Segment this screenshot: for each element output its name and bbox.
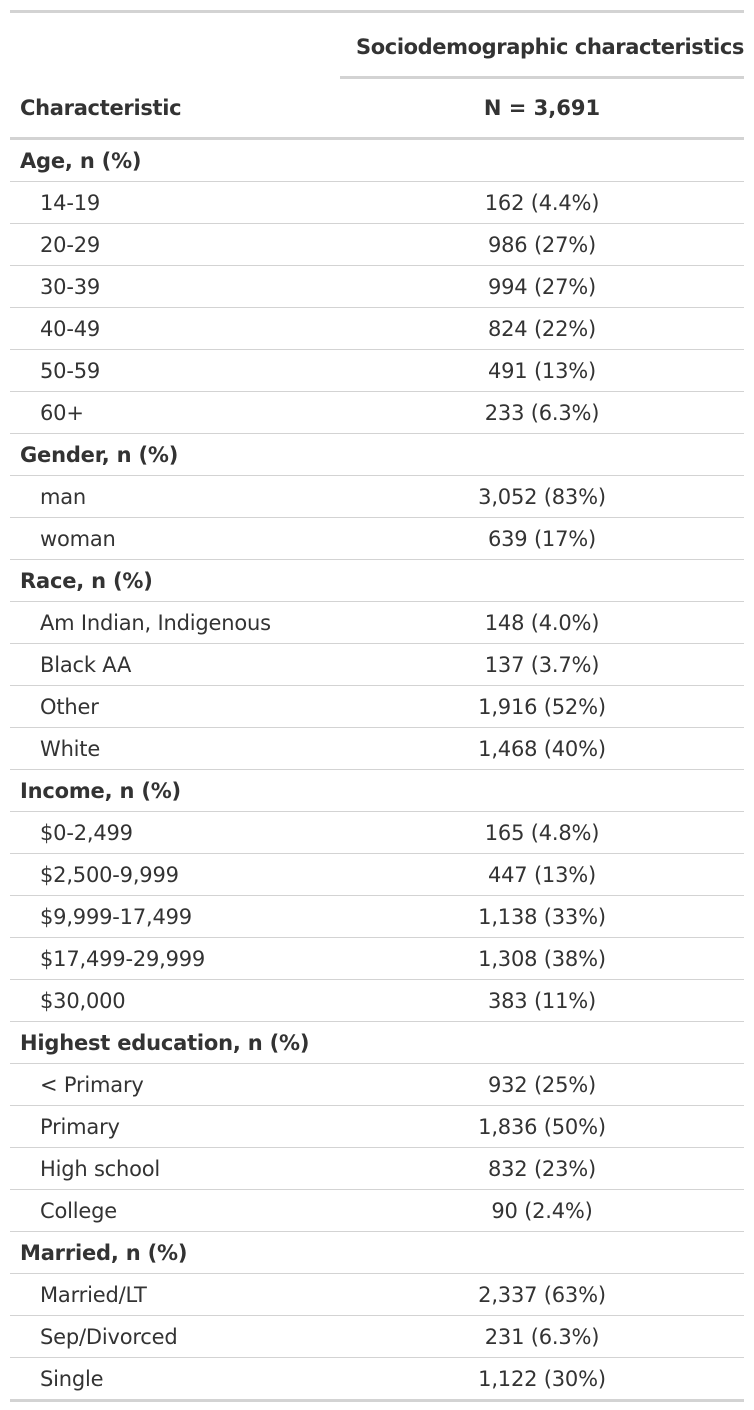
row-value: 1,122 (30%) <box>478 1366 606 1391</box>
row-label: College <box>40 1198 117 1223</box>
row-value: 1,468 (40%) <box>478 736 606 761</box>
row-value: 832 (23%) <box>487 1156 597 1181</box>
group-label: Gender, n (%) <box>20 442 179 467</box>
table-group-row: Married, n (%) <box>10 1232 744 1274</box>
table-row: man 3,052 (83%) <box>10 476 744 518</box>
table-row: $30,000 383 (11%) <box>10 980 744 1022</box>
summary-table: Sociodemographic characteristics Charact… <box>10 10 744 1402</box>
table-row: 40-49 824 (22%) <box>10 308 744 350</box>
table-bottom-rule <box>10 1399 744 1402</box>
table-row: Single 1,122 (30%) <box>10 1358 744 1400</box>
row-label: Sep/Divorced <box>40 1324 178 1349</box>
row-label: High school <box>40 1156 161 1181</box>
row-value: 986 (27%) <box>487 232 597 257</box>
row-value: 1,308 (38%) <box>478 946 606 971</box>
row-label: Primary <box>40 1114 120 1139</box>
row-label: $2,500-9,999 <box>40 862 179 887</box>
row-value: 162 (4.4%) <box>484 190 600 215</box>
spanner-header: Sociodemographic characteristics <box>356 35 744 59</box>
table-row: 30-39 994 (27%) <box>10 266 744 308</box>
table-row: 14-19 162 (4.4%) <box>10 182 744 224</box>
table-row: Black AA 137 (3.7%) <box>10 644 744 686</box>
table-row: White 1,468 (40%) <box>10 728 744 770</box>
group-label: Married, n (%) <box>20 1240 188 1265</box>
group-label: Highest education, n (%) <box>20 1030 310 1055</box>
table-group-row: Gender, n (%) <box>10 434 744 476</box>
row-label: Other <box>40 694 99 719</box>
characteristic-header: Characteristic <box>20 96 182 120</box>
table-row: Sep/Divorced 231 (6.3%) <box>10 1316 744 1358</box>
row-value: 148 (4.0%) <box>484 610 600 635</box>
table-group-row: Race, n (%) <box>10 560 744 602</box>
row-value: 447 (13%) <box>487 862 597 887</box>
table-body: Age, n (%) 14-19 162 (4.4%) 20-29 986 (27%) 3… <box>10 140 744 1400</box>
table-top-rule <box>10 10 744 13</box>
row-label: 30-39 <box>40 274 101 299</box>
row-label: 50-59 <box>40 358 101 383</box>
row-label: woman <box>40 526 116 551</box>
row-value: 233 (6.3%) <box>484 400 600 425</box>
row-value: 1,836 (50%) <box>478 1114 606 1139</box>
row-value: 824 (22%) <box>487 316 597 341</box>
row-label: Married/LT <box>40 1282 147 1307</box>
row-value: 491 (13%) <box>487 358 597 383</box>
table-group-row: Age, n (%) <box>10 140 744 182</box>
table-row: < Primary 932 (25%) <box>10 1064 744 1106</box>
row-label: Am Indian, Indigenous <box>40 610 271 635</box>
table-row: Married/LT 2,337 (63%) <box>10 1274 744 1316</box>
row-value: 231 (6.3%) <box>484 1324 600 1349</box>
row-value: 3,052 (83%) <box>478 484 606 509</box>
row-label: < Primary <box>40 1072 144 1097</box>
group-label: Income, n (%) <box>20 778 181 803</box>
group-label: Race, n (%) <box>20 568 153 593</box>
table-row: $17,499-29,999 1,308 (38%) <box>10 938 744 980</box>
row-value: 994 (27%) <box>487 274 597 299</box>
spanner-rule <box>340 76 744 79</box>
row-value: 1,138 (33%) <box>478 904 606 929</box>
table-row: Other 1,916 (52%) <box>10 686 744 728</box>
group-label: Age, n (%) <box>20 148 142 173</box>
row-label: 60+ <box>40 400 84 425</box>
table-row: 20-29 986 (27%) <box>10 224 744 266</box>
table-group-row: Income, n (%) <box>10 770 744 812</box>
header-rule <box>10 137 744 140</box>
table-row: High school 832 (23%) <box>10 1148 744 1190</box>
row-label: $9,999-17,499 <box>40 904 192 929</box>
row-value: 1,916 (52%) <box>478 694 606 719</box>
table-row: $9,999-17,499 1,138 (33%) <box>10 896 744 938</box>
table-row: woman 639 (17%) <box>10 518 744 560</box>
table-row: $2,500-9,999 447 (13%) <box>10 854 744 896</box>
table-row: Primary 1,836 (50%) <box>10 1106 744 1148</box>
n-header: N = 3,691 <box>483 96 601 120</box>
row-label: Single <box>40 1366 104 1391</box>
table-row: Am Indian, Indigenous 148 (4.0%) <box>10 602 744 644</box>
table-row: $0-2,499 165 (4.8%) <box>10 812 744 854</box>
row-label: 40-49 <box>40 316 101 341</box>
row-label: 20-29 <box>40 232 101 257</box>
row-value: 2,337 (63%) <box>478 1282 606 1307</box>
row-label: White <box>40 736 101 761</box>
table-row: 50-59 491 (13%) <box>10 350 744 392</box>
row-label: 14-19 <box>40 190 101 215</box>
table-row: College 90 (2.4%) <box>10 1190 744 1232</box>
table-group-row: Highest education, n (%) <box>10 1022 744 1064</box>
column-header-row: Characteristic N = 3,691 <box>10 79 744 137</box>
row-label: $17,499-29,999 <box>40 946 206 971</box>
row-label: $30,000 <box>40 988 126 1013</box>
row-label: Black AA <box>40 652 132 677</box>
row-value: 639 (17%) <box>487 526 597 551</box>
row-value: 137 (3.7%) <box>484 652 600 677</box>
row-label: man <box>40 484 87 509</box>
row-value: 90 (2.4%) <box>491 1198 593 1223</box>
table-row: 60+ 233 (6.3%) <box>10 392 744 434</box>
row-value: 165 (4.8%) <box>484 820 600 845</box>
spanner-header-row: Sociodemographic characteristics <box>10 13 744 79</box>
row-value: 932 (25%) <box>487 1072 597 1097</box>
row-label: $0-2,499 <box>40 820 133 845</box>
row-value: 383 (11%) <box>487 988 597 1013</box>
